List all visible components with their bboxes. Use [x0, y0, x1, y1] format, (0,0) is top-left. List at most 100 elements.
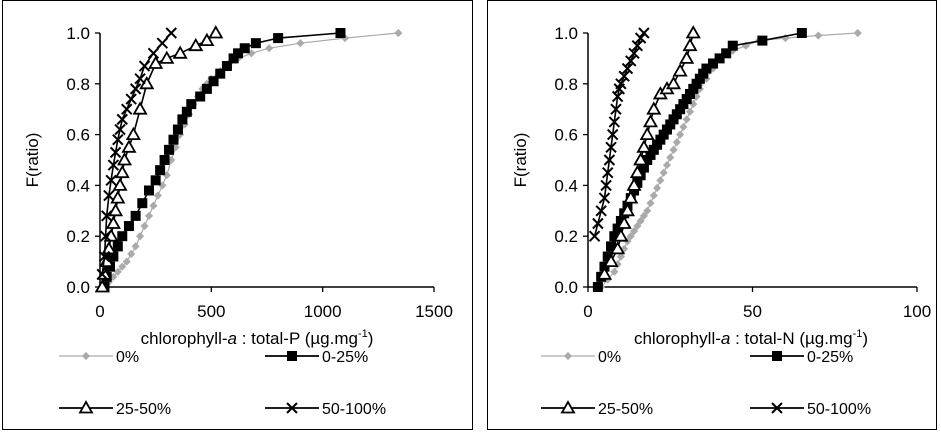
data-point-0-25% — [632, 177, 643, 188]
data-point-50-100% — [618, 70, 630, 82]
legend-label-0%: 0% — [598, 349, 621, 366]
data-point-50-100% — [638, 27, 650, 39]
data-point-0-25% — [642, 155, 653, 165]
data-point-50-100% — [600, 179, 612, 192]
data-point-25-50% — [639, 126, 655, 141]
data-point-0-25% — [108, 251, 119, 262]
data-point-0-25% — [201, 83, 212, 94]
data-point-0-25% — [221, 61, 232, 72]
data-point-50-100% — [134, 73, 146, 85]
data-point-25-50% — [626, 177, 642, 191]
data-point-25-50% — [682, 37, 698, 52]
x-tick-label: 50 — [743, 302, 762, 321]
data-point-25-50% — [208, 25, 224, 39]
data-point-0-25% — [123, 221, 134, 232]
data-point-50-100% — [615, 78, 627, 90]
legend-marker-50-100% — [771, 402, 783, 414]
data-point-0-25% — [186, 99, 197, 110]
y-tick-label: 0.6 — [66, 126, 90, 145]
x-tick-label: 0 — [583, 302, 592, 321]
data-point-0-25% — [727, 40, 738, 51]
data-point-25-50% — [636, 139, 652, 153]
data-point-0-25% — [714, 53, 725, 64]
data-point-0-25% — [168, 134, 179, 145]
chart-panel-left: 0.0 0.2 0.4 0.6 0.8 1.0 0 500 1000 1500 F(ratio) ch… — [2, 0, 473, 430]
data-point-0% — [136, 232, 145, 241]
data-point-25-50% — [672, 63, 688, 77]
data-point-25-50% — [679, 50, 695, 64]
data-point-0% — [118, 262, 127, 271]
data-point-0-25% — [665, 119, 676, 130]
data-point-0-25% — [688, 83, 699, 94]
data-point-25-50% — [610, 241, 626, 255]
legend-marker-0% — [81, 351, 91, 361]
data-point-0% — [814, 31, 823, 40]
y-tick-label: 1.0 — [66, 24, 90, 43]
y-axis-label: F(ratio) — [23, 133, 42, 188]
y-tick-label: 0.6 — [554, 126, 578, 145]
data-point-0% — [666, 153, 675, 162]
data-point-0-25% — [164, 144, 175, 155]
data-point-0-25% — [137, 198, 148, 209]
data-point-25-50% — [629, 164, 645, 179]
legend-marker-0% — [563, 351, 573, 361]
data-point-0-25% — [652, 139, 663, 150]
data-point-50-100% — [99, 230, 112, 242]
data-point-0-25% — [658, 129, 669, 140]
y-tick-label: 1.0 — [554, 24, 578, 43]
data-point-50-100% — [114, 123, 126, 136]
data-point-0-25% — [208, 76, 219, 87]
legend-label-25-50%: 25-50% — [116, 401, 171, 418]
data-point-25-50% — [94, 279, 110, 293]
data-point-0-25% — [701, 63, 712, 74]
data-point-0-25% — [181, 106, 192, 117]
x-tick-label: 1500 — [415, 302, 453, 321]
data-point-0% — [636, 216, 645, 226]
data-point-0% — [140, 221, 149, 231]
data-point-0% — [629, 227, 639, 236]
data-point-50-100% — [608, 116, 621, 128]
data-point-50-100% — [105, 174, 117, 187]
data-point-0-25% — [609, 231, 620, 242]
data-point-25-50% — [642, 114, 659, 128]
data-point-50-100% — [610, 103, 622, 115]
data-point-0% — [296, 39, 305, 48]
data-point-50-100% — [634, 32, 647, 44]
y-tick-label: 0.2 — [66, 227, 90, 246]
data-point-0% — [659, 168, 668, 177]
y-tick-label: 0.8 — [66, 75, 90, 94]
data-point-0% — [653, 183, 662, 193]
data-point-0-25% — [177, 114, 188, 125]
data-point-0% — [265, 44, 274, 53]
data-point-0% — [672, 138, 681, 147]
y-tick-label: 0.4 — [66, 176, 90, 195]
data-point-50-100% — [112, 133, 124, 146]
data-point-0% — [679, 122, 688, 132]
data-point-25-50% — [139, 75, 155, 90]
data-point-0% — [685, 107, 695, 116]
data-point-0-25% — [335, 28, 346, 38]
data-point-0% — [131, 242, 140, 251]
data-point-0-25% — [694, 73, 705, 84]
legend-marker-50-100% — [286, 402, 298, 414]
data-point-25-50% — [112, 177, 128, 191]
data-point-50-100% — [588, 230, 601, 242]
data-point-0-25% — [684, 88, 695, 99]
data-point-0-25% — [638, 162, 649, 173]
data-point-0% — [656, 176, 665, 185]
legend-marker-25-50% — [560, 400, 576, 414]
data-point-0% — [144, 211, 154, 220]
legend-marker-0-25% — [772, 351, 782, 361]
data-point-0% — [669, 145, 678, 154]
data-point-0% — [662, 161, 672, 170]
x-tick-label: 0 — [95, 302, 104, 321]
legend-label-0-25%: 0-25% — [322, 349, 368, 366]
data-point-50-100% — [156, 37, 169, 49]
chart-right: 0.0 0.2 0.4 0.6 0.8 1.0 0 50 100 F(ratio) chloroph… — [511, 24, 931, 418]
data-point-0% — [626, 232, 635, 241]
data-point-0-25% — [602, 251, 613, 262]
data-point-50-100% — [147, 47, 160, 60]
data-point-50-100% — [129, 83, 142, 95]
data-point-0% — [853, 28, 862, 38]
chart-left: 0.0 0.2 0.4 0.6 0.8 1.0 0 500 1000 1500 F(ratio) ch… — [23, 24, 453, 418]
